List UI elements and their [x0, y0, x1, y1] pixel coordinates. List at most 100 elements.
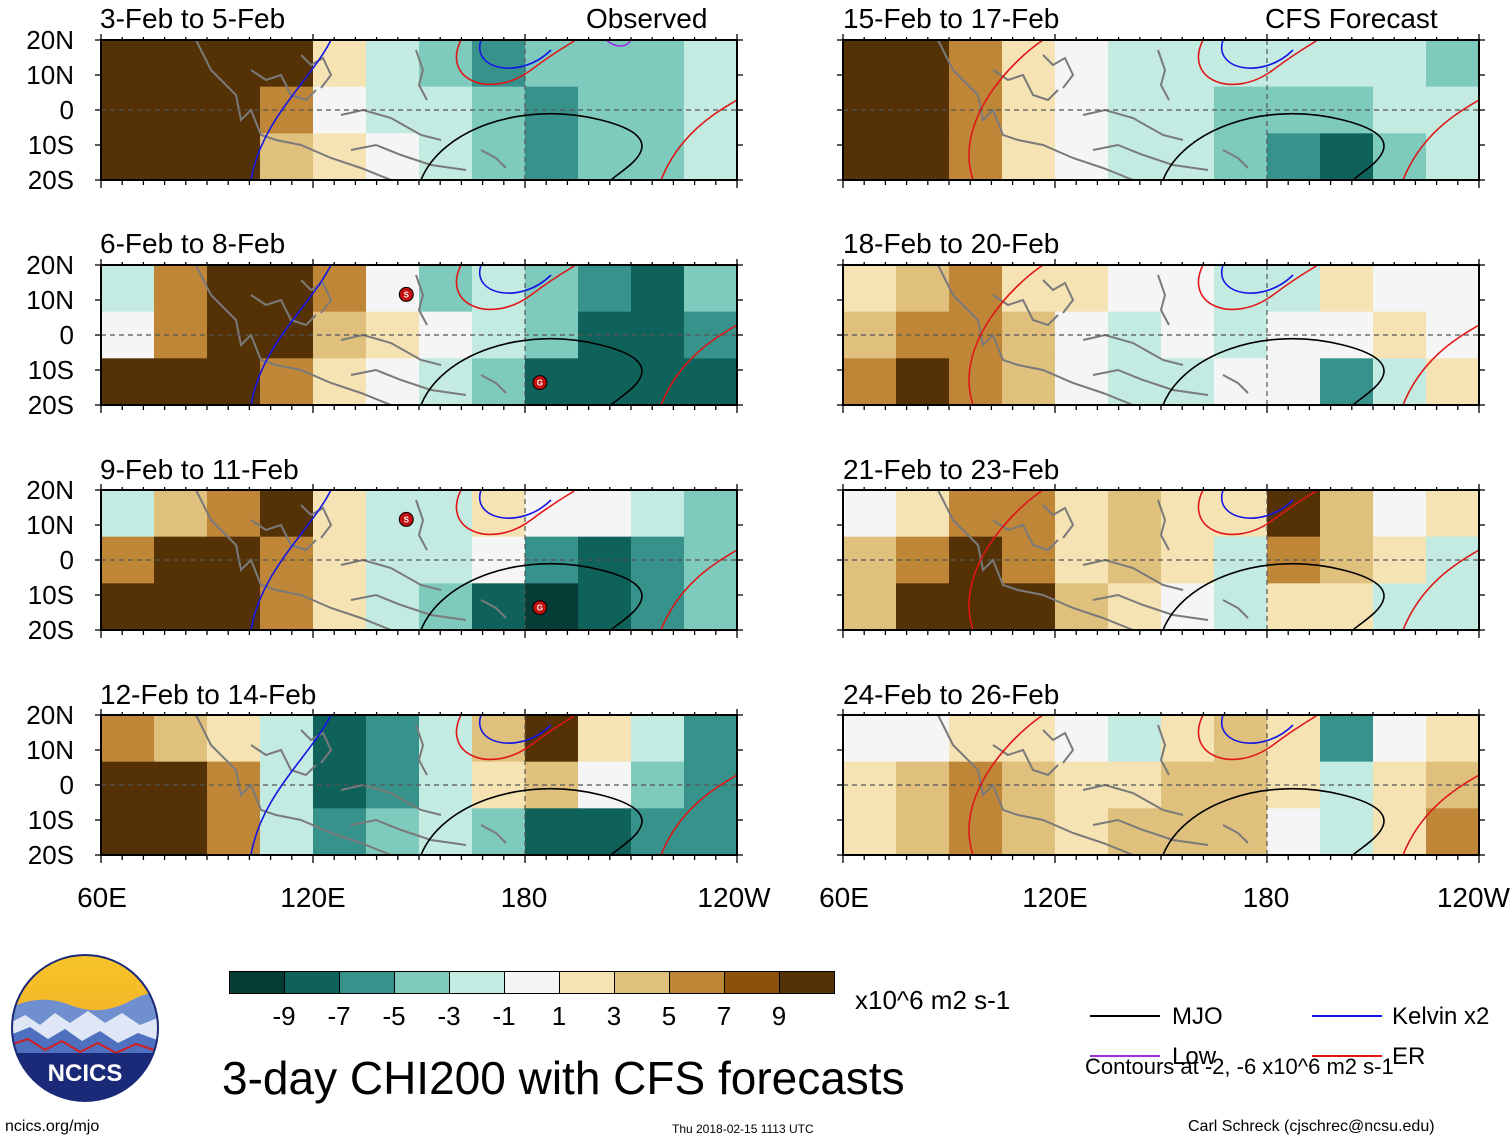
anomaly-cell	[1373, 265, 1427, 313]
coastline	[340, 558, 442, 591]
wave-contour	[250, 264, 332, 406]
anomaly-cell	[1267, 40, 1321, 88]
coastline	[250, 294, 317, 327]
anomaly-cell	[1373, 358, 1427, 406]
colorbar-label: -5	[382, 1001, 406, 1031]
storm-letter: S	[404, 290, 410, 299]
anomaly-cell	[684, 265, 738, 313]
lat-tick-label: 10S	[27, 580, 74, 610]
panel-title-obs-1: 3-Feb to 5-Feb	[100, 3, 286, 34]
colorbar-label: 1	[551, 1001, 567, 1031]
map-panel	[95, 709, 743, 863]
legend-line-low	[1090, 1055, 1160, 1057]
anomaly-cell	[631, 583, 685, 631]
anomaly-cell	[1267, 265, 1321, 313]
wave-contour	[420, 112, 643, 181]
anomaly-cell	[578, 311, 632, 359]
anomaly-cell	[101, 311, 155, 359]
anomaly-cell	[1426, 808, 1480, 856]
colorbar-label: 9	[771, 1001, 787, 1031]
anomaly-cell	[684, 536, 738, 584]
wave-contour	[1220, 264, 1294, 294]
coastline	[1082, 558, 1184, 591]
coastline	[1157, 499, 1170, 551]
anomaly-cell	[313, 715, 367, 763]
anomaly-cell	[1161, 490, 1215, 538]
anomaly-cell	[1108, 490, 1162, 538]
coastline	[350, 593, 467, 621]
wave-contour	[1197, 714, 1318, 761]
anomaly-cell	[1055, 490, 1109, 538]
anomaly-cell	[631, 86, 685, 134]
anomaly-cell	[896, 86, 950, 134]
anomaly-cell	[101, 808, 155, 856]
anomaly-cell	[1055, 358, 1109, 406]
anomaly-cell	[1055, 808, 1109, 856]
anomaly-cell	[1426, 490, 1480, 538]
map-panel	[837, 709, 1485, 863]
wave-contour	[1197, 264, 1318, 311]
anomaly-cell	[260, 583, 314, 631]
anomaly-cell	[1320, 311, 1374, 359]
anomaly-cell	[154, 536, 208, 584]
legend-line-kelvin	[1312, 1015, 1382, 1017]
colorbar-swatch	[504, 971, 560, 994]
lon-tick-180-right: 180	[1242, 882, 1290, 913]
anomaly-cell	[366, 715, 420, 763]
wave-contour	[1402, 99, 1480, 181]
anomaly-cell	[154, 133, 208, 181]
anomaly-cell	[1426, 40, 1480, 88]
anomaly-cell	[843, 536, 897, 584]
anomaly-cell	[154, 490, 208, 538]
lat-tick-label: 10N	[26, 60, 74, 90]
anomaly-cell	[631, 490, 685, 538]
storm-letter: G	[537, 379, 543, 388]
lat-tick-label: 0	[59, 95, 74, 125]
anomaly-cell	[578, 40, 632, 88]
legend-label-kelvin: Kelvin x2	[1392, 1003, 1490, 1030]
anomaly-cell	[1214, 133, 1268, 181]
anomaly-cell	[1320, 761, 1374, 809]
footer-url[interactable]: ncics.org/mjo	[5, 1118, 100, 1135]
anomaly-cell	[1426, 133, 1480, 181]
coastline	[415, 499, 428, 551]
anomaly-cell	[366, 40, 420, 88]
anomaly-cell	[1002, 536, 1056, 584]
coastline	[250, 519, 317, 552]
anomaly-cell	[366, 490, 420, 538]
coastline	[1092, 818, 1209, 846]
anomaly-cell	[472, 358, 526, 406]
lon-tick-120e-left: 120E	[280, 882, 346, 913]
anomaly-cell	[525, 133, 579, 181]
wave-contour	[968, 714, 1044, 856]
wave-contour	[1197, 39, 1318, 86]
anomaly-cell	[843, 133, 897, 181]
wave-contour	[1402, 774, 1480, 856]
anomaly-cell	[1108, 715, 1162, 763]
lat-tick-label: 20N	[26, 25, 74, 55]
anomaly-cell	[949, 715, 1003, 763]
anomaly-cell	[1426, 311, 1480, 359]
anomaly-cell	[843, 715, 897, 763]
storm-marker: S	[398, 286, 414, 302]
map-panel	[837, 484, 1485, 638]
anomaly-cell	[313, 583, 367, 631]
anomaly-cell	[260, 536, 314, 584]
anomaly-cell	[472, 808, 526, 856]
anomaly-cell	[1267, 490, 1321, 538]
anomaly-cell	[154, 40, 208, 88]
anomaly-cell	[631, 40, 685, 88]
anomaly-cell	[154, 583, 208, 631]
anomaly-cell	[419, 40, 473, 88]
anomaly-cell	[101, 761, 155, 809]
anomaly-cell	[684, 133, 738, 181]
coastline	[1222, 374, 1249, 394]
colorbar-label: -3	[437, 1001, 461, 1031]
anomaly-cell	[525, 265, 579, 313]
anomaly-cell	[101, 715, 155, 763]
coastline	[300, 279, 333, 314]
coastline	[1082, 783, 1184, 816]
anomaly-cell	[949, 808, 1003, 856]
anomaly-cell	[260, 358, 314, 406]
anomaly-cell	[1426, 358, 1480, 406]
